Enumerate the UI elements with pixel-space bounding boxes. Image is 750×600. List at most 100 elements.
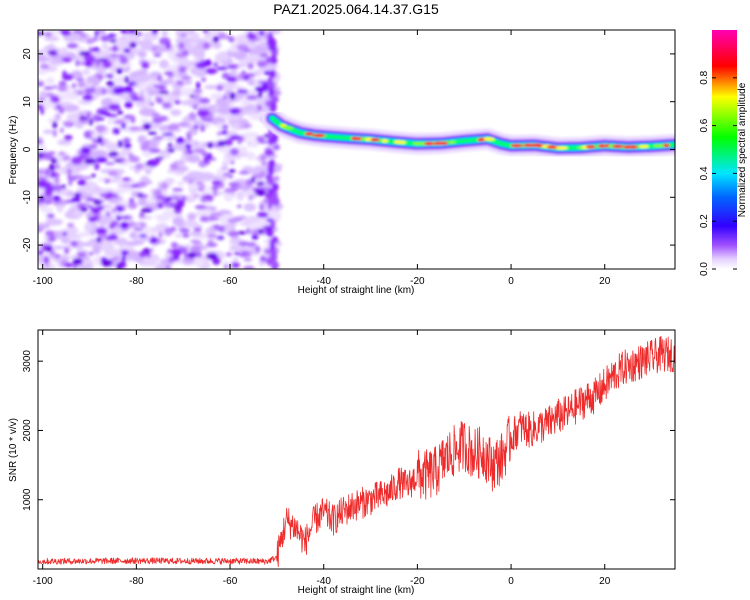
- noise-blob: [251, 234, 259, 241]
- noise-blob: [74, 192, 82, 198]
- noise-blob: [193, 94, 200, 99]
- noise-blob: [107, 33, 116, 39]
- noise-blob: [76, 91, 85, 95]
- noise-blob: [90, 206, 102, 214]
- snr-panel: -100 -80 -60 -40 -20 0 20 1000 2000 3000 Height …: [8, 329, 676, 596]
- noise-blob: [199, 97, 211, 104]
- noise-blob: [138, 233, 148, 238]
- noise-blob: [204, 59, 212, 67]
- noise-blob: [52, 129, 58, 138]
- noise-blob: [121, 146, 132, 156]
- noise-blob: [175, 137, 185, 144]
- noise-blob: [271, 190, 278, 201]
- noise-blob: [269, 69, 276, 79]
- noise-blob: [77, 179, 87, 187]
- noise-blob: [169, 163, 179, 171]
- noise-blob: [84, 87, 93, 95]
- noise-blob: [55, 104, 63, 111]
- noise-blob: [216, 66, 228, 71]
- noise-blob: [176, 180, 185, 187]
- noise-blob: [212, 41, 222, 49]
- noise-blob: [216, 235, 225, 241]
- noise-blob: [127, 201, 138, 210]
- signal-peak: [312, 133, 326, 138]
- noise-blob: [178, 42, 185, 49]
- noise-blob: [75, 124, 84, 129]
- noise-blob: [137, 197, 148, 207]
- noise-blob: [151, 112, 161, 119]
- noise-blob: [217, 140, 227, 146]
- noise-blob: [75, 59, 80, 67]
- noise-blob: [172, 142, 187, 151]
- noise-blob: [95, 66, 107, 74]
- noise-blob: [212, 189, 218, 197]
- noise-blob: [146, 198, 155, 204]
- noise-blob: [130, 184, 138, 188]
- noise-blob: [220, 130, 229, 135]
- noise-blob: [43, 263, 51, 269]
- noise-blob: [92, 244, 101, 255]
- noise-blob: [72, 257, 83, 266]
- noise-blob: [120, 249, 129, 256]
- noise-blob: [78, 116, 89, 120]
- noise-blob: [95, 61, 101, 67]
- noise-blob: [74, 54, 87, 62]
- noise-blob: [182, 174, 197, 183]
- noise-blob: [65, 233, 82, 240]
- noise-blob: [211, 185, 219, 191]
- noise-blob: [157, 202, 164, 209]
- colorbar: 0.0 0.2 0.4 0.6 0.8 Normalized spectral ampl…: [699, 30, 748, 276]
- noise-blob: [46, 50, 58, 54]
- noise-blob: [202, 41, 211, 50]
- noise-blob: [197, 110, 210, 117]
- noise-blob: [115, 215, 122, 221]
- noise-blob: [46, 76, 55, 85]
- noise-blob: [52, 121, 58, 129]
- noise-blob: [159, 59, 169, 69]
- noise-blob: [222, 161, 229, 167]
- noise-blob: [56, 204, 64, 213]
- noise-blob: [43, 256, 49, 265]
- noise-blob: [186, 134, 192, 140]
- noise-blob: [122, 137, 131, 144]
- noise-blob: [189, 94, 195, 98]
- noise-blob: [98, 111, 111, 116]
- noise-blob: [148, 148, 161, 154]
- noise-blob: [227, 174, 234, 179]
- noise-blob: [137, 134, 145, 145]
- noise-blob: [61, 155, 71, 161]
- noise-blob: [57, 139, 72, 144]
- noise-blob: [106, 80, 115, 87]
- noise-blob: [113, 192, 119, 199]
- noise-blob: [86, 111, 92, 120]
- noise-blob: [174, 30, 192, 34]
- noise-blob: [192, 104, 198, 110]
- y-tick-label: 0: [22, 146, 33, 152]
- noise-blob: [62, 232, 68, 236]
- colorbar-ticks: 0.0 0.2 0.4 0.6 0.8: [699, 70, 737, 276]
- noise-blob: [167, 74, 174, 79]
- noise-blob: [163, 71, 175, 75]
- noise-blob: [52, 195, 61, 202]
- noise-blob: [156, 74, 163, 82]
- noise-blob: [85, 220, 93, 231]
- noise-blob: [95, 156, 108, 163]
- noise-blob: [182, 233, 190, 238]
- noise-blob: [170, 109, 182, 116]
- noise-blob: [187, 252, 197, 259]
- noise-blob: [171, 196, 180, 201]
- noise-blob: [268, 89, 276, 96]
- noise-blob: [256, 181, 265, 186]
- noise-blob: [90, 47, 96, 52]
- x-tick-label: -40: [316, 576, 331, 587]
- noise-blob: [195, 181, 204, 186]
- noise-blob: [38, 168, 44, 175]
- noise-blob: [263, 248, 273, 255]
- noise-blob: [136, 193, 144, 197]
- noise-blob: [47, 235, 56, 242]
- colorbar-tick-label: 0.6: [699, 118, 710, 132]
- noise-blob: [257, 91, 263, 99]
- signal-peak: [449, 140, 456, 144]
- noise-blob: [129, 41, 137, 49]
- noise-blob: [203, 84, 220, 90]
